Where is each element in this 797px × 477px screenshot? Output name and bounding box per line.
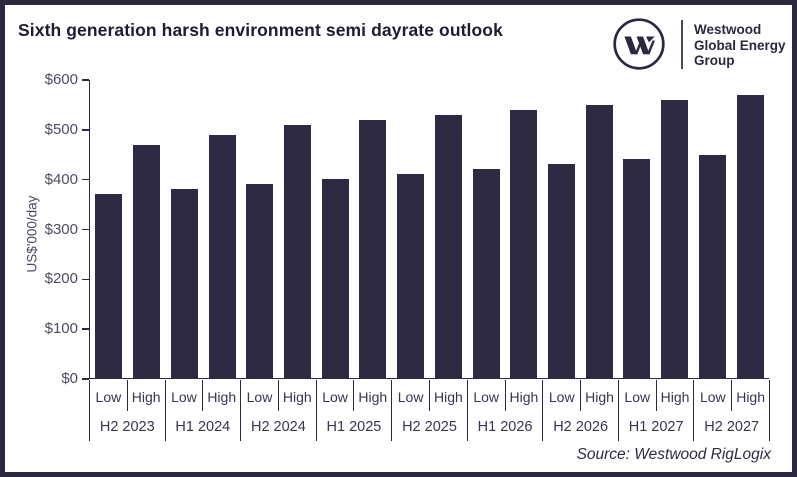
- bar-low-h1-2025: [321, 179, 349, 378]
- y-tick-mark: [81, 228, 89, 231]
- x-period-label: H1 2026: [468, 411, 544, 441]
- x-period-label: H1 2027: [619, 411, 695, 441]
- x-tick-label-high: High: [657, 380, 695, 411]
- x-tick-label-high: High: [430, 380, 468, 411]
- bar-high-h2-2026: [585, 104, 613, 378]
- source-note: Source: Westwood RigLogix: [576, 446, 771, 463]
- x-period-label: H1 2025: [317, 411, 393, 441]
- plot-area: $0 $100 $200 $300 $400 $500 $600: [45, 71, 769, 387]
- bars-container: [90, 80, 769, 378]
- bar-cell: [580, 80, 618, 378]
- bar-cell: [90, 80, 128, 378]
- brand-line-1: Westwood: [694, 22, 762, 37]
- x-period-label: H2 2024: [241, 411, 317, 441]
- bar-high-h1-2027: [661, 99, 689, 378]
- bar-cell: [165, 80, 203, 378]
- x-tick-label-high: High: [128, 380, 166, 411]
- y-tick-label: $100: [44, 320, 78, 338]
- x-tick-label-high: High: [203, 380, 242, 411]
- bar-low-h1-2026: [472, 169, 500, 378]
- bar-low-h2-2026: [547, 164, 575, 378]
- bar-cell: [694, 80, 732, 378]
- x-period-label: H2 2023: [90, 411, 166, 441]
- x-tick-label-low: Low: [392, 380, 430, 411]
- x-tick-label-low: Low: [619, 380, 657, 411]
- bar-cell: [316, 80, 354, 378]
- bar-low-h1-2024: [170, 189, 198, 378]
- brand-line-3: Group: [694, 53, 735, 68]
- bar-cell: [279, 80, 317, 378]
- bar-low-h2-2025: [397, 174, 425, 378]
- bar-cell: [731, 80, 769, 378]
- bar-cell: [429, 80, 467, 378]
- brand-name: Westwood Global Energy Group: [694, 22, 786, 69]
- y-tick-mark: [81, 278, 89, 281]
- y-tick-mark: [81, 129, 89, 131]
- x-tick-label-high: High: [581, 380, 619, 411]
- x-tick-label-high: High: [354, 380, 393, 411]
- bar-cell: [467, 80, 505, 378]
- bar-cell: [354, 80, 392, 378]
- bar-low-h2-2024: [246, 184, 274, 378]
- y-tick-mark: [81, 178, 89, 181]
- y-tick-label: $300: [44, 220, 78, 238]
- y-tick-mark: [81, 378, 89, 380]
- bar-cell: [656, 80, 694, 378]
- bar-low-h2-2027: [698, 154, 726, 378]
- bar-low-h1-2027: [623, 159, 651, 378]
- x-tick-label-low: Low: [241, 380, 279, 411]
- x-period-label: H2 2025: [392, 411, 468, 441]
- x-tick-label-low: Low: [166, 380, 204, 411]
- y-tick-mark: [81, 79, 89, 81]
- x-tick-label-low: Low: [90, 380, 128, 411]
- y-tick-label: $400: [44, 170, 78, 188]
- y-tick-label: $200: [44, 270, 78, 288]
- y-tick-mark: [81, 328, 89, 330]
- x-period-label: H2 2027: [694, 411, 770, 441]
- bar-high-h1-2026: [510, 109, 538, 378]
- bar-cell: [392, 80, 430, 378]
- x-tick-label-low: Low: [543, 380, 582, 411]
- bar-cell: [618, 80, 656, 378]
- x-tick-label-low: Low: [317, 380, 355, 411]
- bar-cell: [241, 80, 279, 378]
- bar-high-h2-2023: [133, 144, 161, 378]
- westwood-logo-icon: [613, 18, 665, 70]
- bar-cell: [203, 80, 241, 378]
- y-tick-label: $0: [61, 370, 78, 387]
- y-tick-label: $500: [44, 120, 78, 138]
- bar-cell: [543, 80, 581, 378]
- x-axis-lowhigh-row: Low High Low High Low High Low High Low High Low Hi…: [89, 380, 770, 411]
- x-axis-period-row: H2 2023 H1 2024 H2 2024 H1 2025 H2 2025 H1 20…: [89, 411, 770, 441]
- x-tick-label-low: Low: [468, 380, 506, 411]
- bar-high-h2-2024: [283, 124, 311, 378]
- bar-cell: [128, 80, 166, 378]
- bar-high-h2-2027: [736, 94, 764, 378]
- logo-divider: [681, 20, 683, 69]
- bar-cell: [505, 80, 543, 378]
- brand-line-2: Global Energy: [694, 37, 786, 53]
- x-tick-label-low: Low: [694, 380, 733, 411]
- x-tick-label-high: High: [732, 380, 770, 411]
- bar-high-h1-2024: [208, 134, 236, 378]
- bar-low-h2-2023: [95, 194, 123, 378]
- x-period-label: H1 2024: [166, 411, 242, 441]
- y-tick-label: $600: [44, 71, 78, 88]
- x-tick-label-high: High: [506, 380, 544, 411]
- chart-title: Sixth generation harsh environment semi …: [18, 20, 503, 40]
- bar-high-h2-2025: [434, 114, 462, 378]
- x-period-label: H2 2026: [543, 411, 619, 441]
- x-tick-label-high: High: [279, 380, 317, 411]
- bar-high-h1-2025: [359, 119, 387, 378]
